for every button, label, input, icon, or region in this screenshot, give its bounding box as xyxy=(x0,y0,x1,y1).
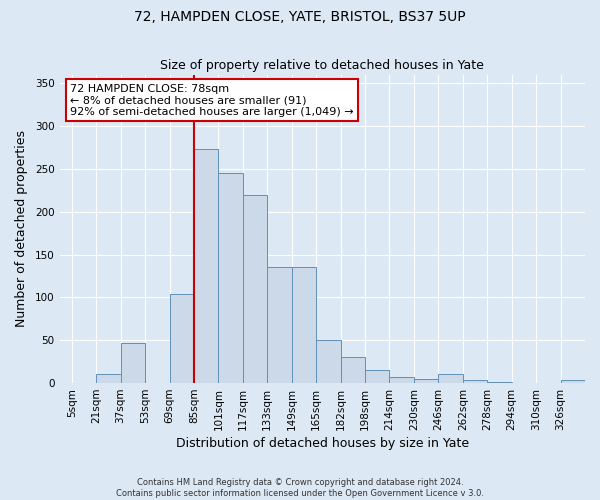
Bar xyxy=(96,374,121,383)
Bar xyxy=(316,340,341,383)
Text: 72, HAMPDEN CLOSE, YATE, BRISTOL, BS37 5UP: 72, HAMPDEN CLOSE, YATE, BRISTOL, BS37 5… xyxy=(134,10,466,24)
Bar xyxy=(439,374,463,383)
Bar xyxy=(170,294,194,383)
Bar xyxy=(389,377,414,383)
Text: 72 HAMPDEN CLOSE: 78sqm
← 8% of detached houses are smaller (91)
92% of semi-det: 72 HAMPDEN CLOSE: 78sqm ← 8% of detached… xyxy=(70,84,353,117)
Title: Size of property relative to detached houses in Yate: Size of property relative to detached ho… xyxy=(160,59,484,72)
Bar xyxy=(292,268,316,383)
Bar xyxy=(365,370,389,383)
Bar xyxy=(243,194,267,383)
Bar xyxy=(463,380,487,383)
Bar xyxy=(341,358,365,383)
Bar xyxy=(267,268,292,383)
Bar xyxy=(121,343,145,383)
Bar xyxy=(560,380,585,383)
Bar xyxy=(218,173,243,383)
Bar xyxy=(194,149,218,383)
X-axis label: Distribution of detached houses by size in Yate: Distribution of detached houses by size … xyxy=(176,437,469,450)
Bar xyxy=(414,379,439,383)
Bar xyxy=(487,382,512,383)
Y-axis label: Number of detached properties: Number of detached properties xyxy=(15,130,28,328)
Text: Contains HM Land Registry data © Crown copyright and database right 2024.
Contai: Contains HM Land Registry data © Crown c… xyxy=(116,478,484,498)
